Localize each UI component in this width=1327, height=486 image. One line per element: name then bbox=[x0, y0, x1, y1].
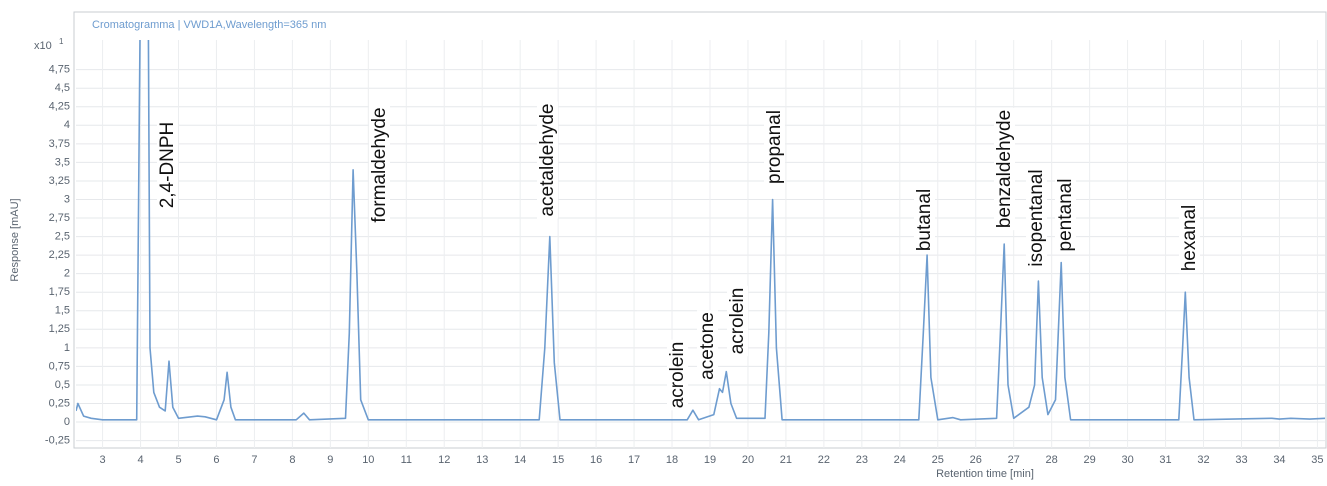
x-tick-label: 6 bbox=[213, 454, 219, 466]
x-tick-label: 22 bbox=[818, 454, 830, 466]
y-tick-label: 2,75 bbox=[49, 212, 70, 224]
y-tick-label: 1,75 bbox=[49, 286, 70, 298]
x-tick-label: 28 bbox=[1046, 454, 1058, 466]
x-tick-label: 16 bbox=[590, 454, 602, 466]
y-tick-label: 2,5 bbox=[55, 230, 70, 242]
x-tick-label: 35 bbox=[1311, 454, 1323, 466]
peak-label-bg bbox=[994, 107, 1016, 231]
x-tick-label: 13 bbox=[476, 454, 488, 466]
peak-label: benzaldehyde bbox=[994, 110, 1015, 228]
peak-label: 2,4-DNPH bbox=[157, 122, 178, 209]
x-axis-label: Retention time [min] bbox=[936, 468, 1034, 480]
y-tick-label: 3,25 bbox=[49, 175, 70, 187]
peak-label-bg bbox=[667, 339, 689, 411]
y-tick-label: 4,25 bbox=[49, 101, 70, 113]
y-tick-label: 3,5 bbox=[55, 156, 70, 168]
x-tick-label: 8 bbox=[289, 454, 295, 466]
x-tick-label: 21 bbox=[780, 454, 792, 466]
y-tick-label: 4,5 bbox=[55, 82, 70, 94]
x-tick-label: 12 bbox=[438, 454, 450, 466]
x-tick-label: 29 bbox=[1084, 454, 1096, 466]
y-tick-label: 4 bbox=[64, 119, 70, 131]
y-tick-label: 0,5 bbox=[55, 379, 70, 391]
x-tick-label: 11 bbox=[401, 454, 412, 466]
y-tick-label: 3,75 bbox=[49, 138, 70, 150]
x-tick-label: 18 bbox=[666, 454, 678, 466]
y-tick-label: 2 bbox=[64, 268, 70, 280]
x-tick-label: 14 bbox=[514, 454, 526, 466]
x-tick-label: 23 bbox=[856, 454, 868, 466]
x-tick-label: 33 bbox=[1235, 454, 1247, 466]
x-tick-label: 5 bbox=[175, 454, 181, 466]
peak-label-bg bbox=[1055, 176, 1077, 254]
chromatogram-line bbox=[76, 40, 1325, 421]
x-tick-label: 30 bbox=[1121, 454, 1133, 466]
x-tick-label: 27 bbox=[1008, 454, 1020, 466]
peak-label: isopentanal bbox=[1026, 169, 1047, 266]
peak-label-bg bbox=[727, 285, 749, 357]
peak-label: acrolein bbox=[667, 342, 688, 409]
peak-label-bg bbox=[764, 108, 786, 186]
x-tick-label: 26 bbox=[970, 454, 982, 466]
y-tick-label: 1 bbox=[64, 342, 70, 354]
x-tick-label: 24 bbox=[894, 454, 906, 466]
x-tick-label: 32 bbox=[1197, 454, 1209, 466]
peak-label: acrolein bbox=[727, 288, 748, 355]
y-tick-label: -0,25 bbox=[45, 434, 70, 446]
x-tick-label: 20 bbox=[742, 454, 754, 466]
peak-label-bg bbox=[1179, 202, 1201, 274]
peak-label: acetone bbox=[697, 312, 718, 380]
x-tick-label: 34 bbox=[1273, 454, 1285, 466]
panel-frame bbox=[73, 11, 1327, 449]
peak-label-bg bbox=[697, 310, 719, 382]
peak-label: acetaldehyde bbox=[537, 103, 558, 216]
peak-label-bg bbox=[369, 105, 391, 225]
chart-title: Cromatogramma | VWD1A,Wavelength=365 nm bbox=[92, 19, 326, 31]
x-tick-label: 25 bbox=[932, 454, 944, 466]
peak-label: propanal bbox=[764, 110, 785, 184]
y-tick-label: 1,5 bbox=[55, 305, 70, 317]
peak-label: pentanal bbox=[1055, 179, 1076, 252]
x-tick-label: 17 bbox=[628, 454, 640, 466]
y-tick-label: 0 bbox=[64, 416, 70, 428]
peak-label: formaldehyde bbox=[369, 107, 390, 222]
y-multiplier-exponent: 1 bbox=[59, 37, 64, 46]
x-tick-label: 19 bbox=[704, 454, 716, 466]
y-tick-label: 2,25 bbox=[49, 249, 70, 261]
x-tick-label: 4 bbox=[137, 454, 143, 466]
y-tick-label: 1,25 bbox=[49, 323, 70, 335]
x-tick-label: 15 bbox=[552, 454, 564, 466]
y-tick-label: 0,75 bbox=[49, 360, 70, 372]
y-tick-label: 0,25 bbox=[49, 397, 70, 409]
y-axis-label: Response [mAU] bbox=[9, 198, 21, 281]
x-tick-label: 7 bbox=[251, 454, 257, 466]
peak-label-bg bbox=[1026, 167, 1048, 269]
peak-label-bg bbox=[157, 119, 179, 211]
x-tick-label: 10 bbox=[362, 454, 374, 466]
peak-label: hexanal bbox=[1179, 205, 1200, 272]
y-tick-label: 3 bbox=[64, 193, 70, 205]
x-tick-label: 9 bbox=[327, 454, 333, 466]
y-tick-label: 4,75 bbox=[49, 64, 70, 76]
y-multiplier-base: x10 bbox=[34, 40, 52, 52]
peak-label: butanal bbox=[914, 189, 935, 251]
x-tick-label: 3 bbox=[100, 454, 106, 466]
x-tick-label: 31 bbox=[1159, 454, 1171, 466]
peak-label-bg bbox=[537, 101, 559, 219]
peak-label-bg bbox=[914, 186, 936, 254]
